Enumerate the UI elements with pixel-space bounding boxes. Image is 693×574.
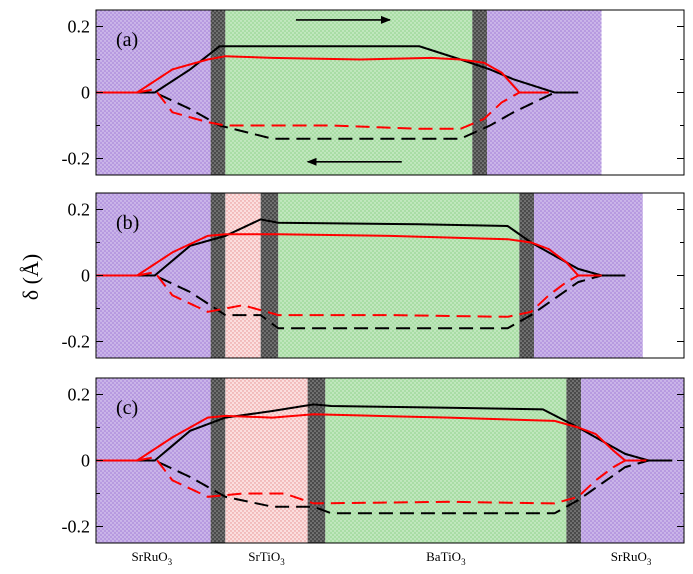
series-black-solid-0 — [96, 45, 579, 94]
series-black-solid-1 — [96, 218, 626, 277]
y-tick-label-2-2: -0.2 — [62, 517, 91, 537]
panel-label-0: (a) — [116, 29, 138, 51]
series-black-solid-2 — [96, 403, 673, 462]
series-black-dashed-0 — [96, 91, 579, 140]
x-label-srruo3-0: SrRuO3 — [132, 549, 173, 567]
y-tick-label-2-1: 0 — [81, 451, 90, 471]
y-tick-label-0-0: 0.2 — [68, 17, 91, 37]
series-black-dashed-2 — [96, 459, 673, 515]
region-interface-1-3 — [260, 193, 279, 358]
x-label-batio3-2: BaTiO3 — [426, 549, 466, 567]
series-red-solid-2 — [96, 413, 649, 462]
series-red-dashed-1 — [96, 271, 602, 318]
region-interface-2-3 — [307, 378, 326, 543]
region-vacuum-0-5 — [601, 10, 684, 175]
x-label-srtio3-1: SrTiO3 — [248, 549, 285, 567]
series-red-solid-1 — [96, 233, 602, 277]
region-interface-0-1 — [210, 10, 226, 175]
y-tick-label-0-1: 0 — [81, 83, 90, 103]
y-tick-label-0-2: -0.2 — [62, 149, 91, 169]
region-batio3-0-2 — [225, 10, 473, 175]
panel-2: 0.2 0 -0.2 (b) — [62, 192, 685, 359]
region-interface-2-1 — [210, 378, 226, 543]
series-red-solid-0 — [96, 55, 549, 94]
series-black-dashed-1 — [96, 274, 626, 330]
region-batio3-2-4 — [325, 378, 567, 543]
panel-3: 0.2 0 -0.2 (c) SrRuO3 SrTiO3 BaTiO3 SrRuO3 — [62, 377, 685, 567]
region-interface-1-5 — [519, 193, 535, 358]
y-tick-label-2-0: 0.2 — [68, 385, 91, 405]
y-axis-label: δ (Å) — [18, 254, 43, 300]
series-red-dashed-0 — [96, 88, 549, 130]
region-srtio3-1-2 — [225, 193, 261, 358]
region-interface-0-3 — [472, 10, 488, 175]
y-tick-label-1-1: 0 — [81, 266, 90, 286]
region-batio3-1-4 — [278, 193, 520, 358]
region-interface-2-5 — [566, 378, 582, 543]
y-tick-label-1-2: -0.2 — [62, 332, 91, 352]
region-interface-1-1 — [210, 193, 226, 358]
y-tick-label-1-0: 0.2 — [68, 200, 91, 220]
x-label-srruo3-3: SrRuO3 — [611, 549, 652, 567]
panel-1: 0.2 0 -0.2 (a) — [62, 9, 685, 176]
panel-label-1: (b) — [116, 212, 139, 234]
series-red-dashed-2 — [96, 456, 649, 505]
panel-label-2: (c) — [116, 397, 138, 419]
region-srtio3-2-2 — [225, 378, 308, 543]
